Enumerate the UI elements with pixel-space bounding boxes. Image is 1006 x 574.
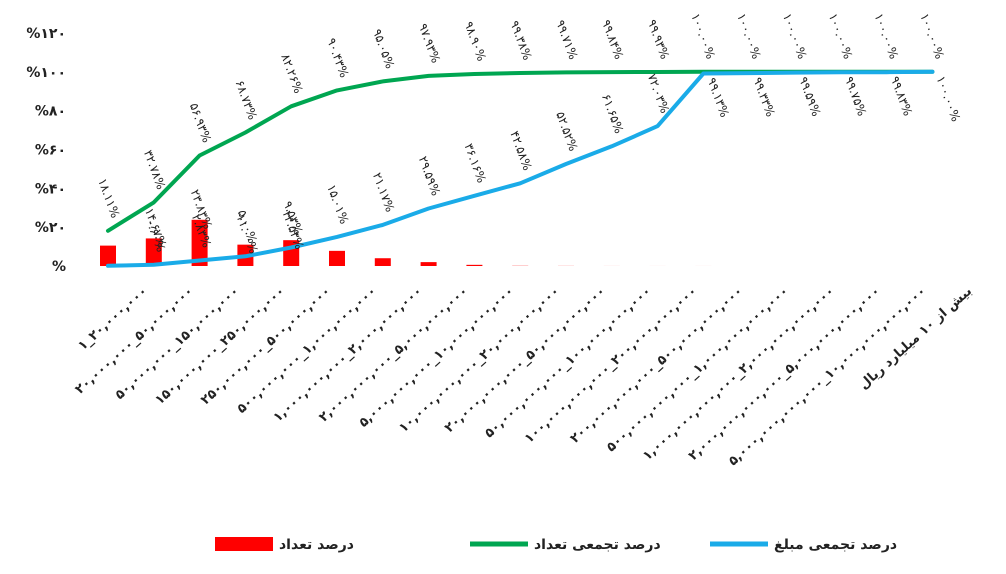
data-label: ۶۸.۷۳% bbox=[233, 78, 260, 121]
data-label: ۴۲.۵۸% bbox=[507, 129, 534, 172]
x-axis-ticks: ۱_۲۰,۰۰۰,۰۰۰۲۰,۰۰۰,۰۰۰_۵۰,۰۰۰,۰۰۰۵۰,۰۰۰,… bbox=[73, 284, 976, 469]
data-label: ۳۶.۱۶% bbox=[462, 141, 489, 184]
legend-label: درصد تجمعی تعداد bbox=[534, 537, 661, 553]
legend: درصد تعداد درصد تجمعی تعداد درصد تجمعی مبل… bbox=[215, 537, 897, 553]
data-label: ۹۹.۹۳% bbox=[645, 18, 672, 61]
data-label: ۹۰.۴۳% bbox=[324, 36, 351, 79]
bar-series-count-percent bbox=[100, 220, 711, 266]
data-label: ۱۰۰.۰۰% bbox=[826, 11, 855, 60]
data-label: ۱۰۰.۰۰% bbox=[917, 11, 946, 60]
data-label: ۹۵.۰۵% bbox=[370, 27, 397, 70]
y-tick-label: %۱۲۰ bbox=[26, 26, 66, 42]
data-label: ۱۰۰.۰۰% bbox=[780, 11, 809, 60]
data-label: ۹۹.۳۸% bbox=[507, 19, 534, 62]
data-label: ۱۰۰.۰۰% bbox=[734, 11, 763, 60]
data-label: ۱۵.۰۱% bbox=[324, 183, 351, 226]
bar bbox=[329, 251, 345, 266]
data-label: ۱۸.۱۱% bbox=[95, 177, 122, 220]
y-axis-ticks: % %۲۰ %۴۰ %۶۰ %۸۰ %۱۰۰ %۱۲۰ bbox=[26, 26, 66, 275]
data-label: ۹۹.۳۳% bbox=[750, 75, 777, 118]
data-labels: ۱۴.۶۷%۲۳.۸۳%۱۱.۰۰%۱۳.۵۳%۱۸.۱۱%۳۲.۷۸%۵۶.۹… bbox=[95, 11, 963, 255]
bar bbox=[375, 258, 391, 266]
data-label: ۹۷.۹۳% bbox=[416, 22, 443, 65]
data-label: ۲۱.۱۷% bbox=[370, 171, 397, 214]
y-tick-label: %۱۰۰ bbox=[26, 65, 66, 81]
data-label: ۸۲.۲۶% bbox=[278, 52, 305, 95]
data-label: ۹۸.۹۰% bbox=[462, 20, 489, 63]
data-label: ۳۲.۷۸% bbox=[141, 148, 168, 191]
data-label: ۹۹.۸۳% bbox=[888, 74, 915, 117]
data-label: ۹۹.۷۵% bbox=[842, 75, 869, 118]
data-label: ۵۶.۹۳% bbox=[187, 101, 214, 144]
legend-label: درصد تجمعی مبلغ bbox=[774, 537, 897, 553]
y-tick-label: %۴۰ bbox=[35, 181, 66, 197]
y-tick-label: %۲۰ bbox=[35, 220, 66, 236]
legend-label: درصد تعداد bbox=[279, 537, 354, 553]
y-tick-label: %۶۰ bbox=[35, 143, 66, 159]
data-label: ۹۹.۸۴% bbox=[599, 18, 626, 61]
data-label: ۹۹.۷۱% bbox=[553, 18, 580, 61]
data-label: ۱۰۰.۰۰% bbox=[688, 11, 717, 60]
y-tick-label: %۸۰ bbox=[35, 104, 66, 120]
data-label: ۷۲.۰۳% bbox=[645, 72, 672, 115]
data-label: ۱۰۰.۰۰% bbox=[872, 11, 901, 60]
bar bbox=[100, 246, 116, 266]
data-label: ۹۹.۱۳% bbox=[705, 76, 732, 119]
data-label: ۲۹.۵۹% bbox=[416, 154, 443, 197]
y-tick-label: % bbox=[52, 259, 66, 275]
x-tick-label: ۵۰,۰۰۰,۰۰۰,۰۰۰_۱۰۰,۰۰۰,۰۰۰,۰۰۰ bbox=[482, 284, 655, 441]
data-label: ۱۰۰.۰۰% bbox=[934, 74, 963, 123]
data-label: ۶۱.۶۵% bbox=[599, 92, 626, 135]
data-label: ۵۲.۵۲% bbox=[553, 110, 580, 153]
bar bbox=[421, 262, 437, 266]
legend-swatch-bar bbox=[215, 537, 273, 551]
bar bbox=[466, 265, 482, 266]
data-label: ۹۹.۵۹% bbox=[796, 75, 823, 118]
